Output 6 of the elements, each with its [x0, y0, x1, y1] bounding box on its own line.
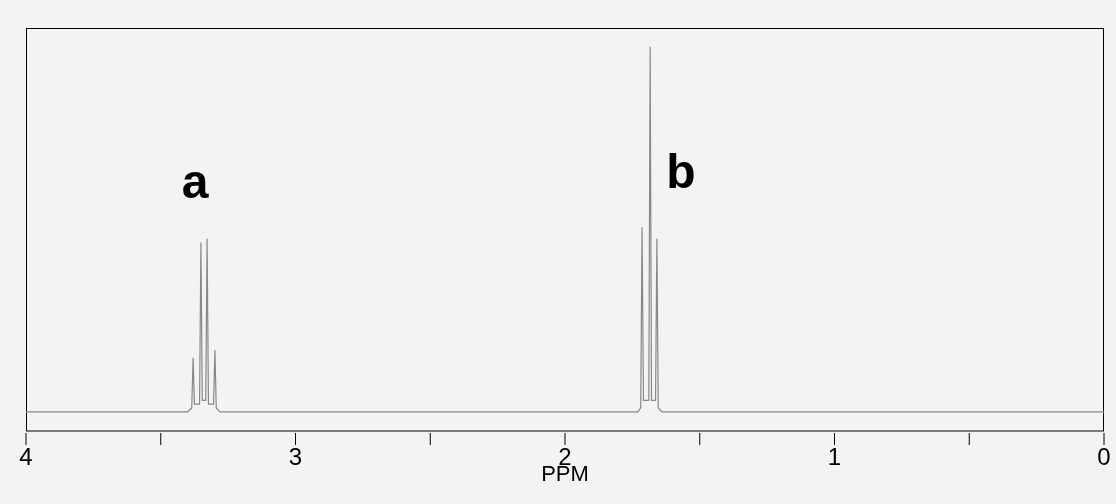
- annotation: a: [181, 155, 209, 208]
- x-tick-label: 1: [827, 443, 842, 470]
- x-tick-label: 0: [1097, 443, 1111, 470]
- x-tick-label: 4: [19, 443, 33, 470]
- annotation: b: [666, 145, 696, 198]
- x-tick-label: 3: [288, 443, 303, 470]
